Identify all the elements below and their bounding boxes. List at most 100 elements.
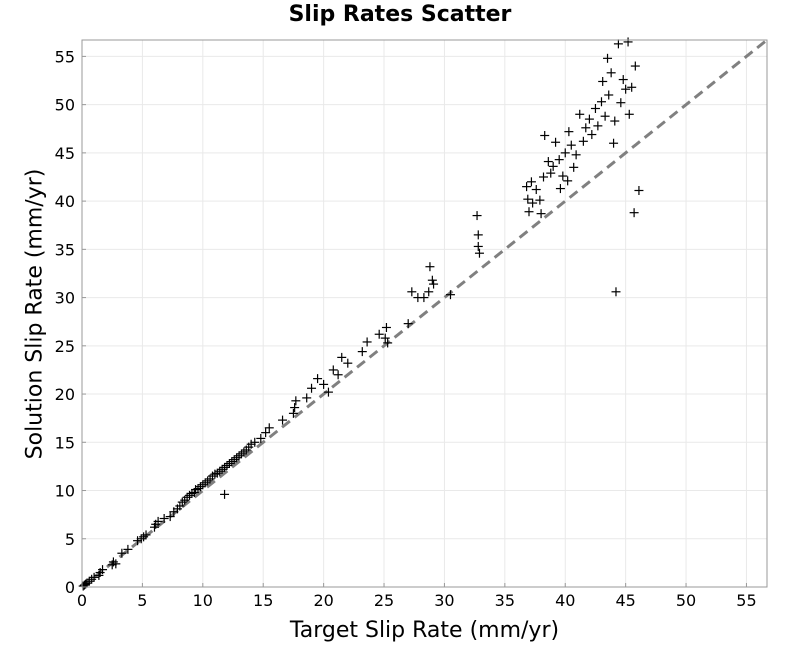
data-point bbox=[546, 168, 556, 178]
data-point bbox=[89, 572, 99, 582]
x-tick-label: 45 bbox=[615, 591, 635, 610]
y-tick-label: 5 bbox=[65, 530, 75, 549]
data-point bbox=[587, 130, 597, 140]
x-tick-label: 0 bbox=[77, 591, 87, 610]
data-point bbox=[362, 337, 372, 347]
data-point bbox=[319, 379, 329, 389]
data-point bbox=[536, 209, 546, 219]
data-point bbox=[522, 182, 532, 192]
y-tick-label: 0 bbox=[65, 578, 75, 597]
data-point bbox=[141, 530, 151, 540]
data-point bbox=[563, 176, 573, 186]
data-point bbox=[616, 98, 626, 108]
data-point bbox=[566, 140, 576, 150]
data-point bbox=[611, 287, 621, 297]
y-tick-label: 15 bbox=[55, 433, 75, 452]
data-point bbox=[610, 116, 620, 126]
data-point bbox=[606, 68, 616, 78]
data-point bbox=[526, 177, 536, 187]
data-point bbox=[590, 103, 600, 113]
data-point bbox=[523, 194, 533, 204]
data-point bbox=[624, 109, 634, 119]
chart-title: Slip Rates Scatter bbox=[288, 2, 512, 27]
data-point bbox=[246, 439, 256, 449]
data-point bbox=[111, 559, 121, 569]
x-tick-label: 35 bbox=[495, 591, 515, 610]
data-point bbox=[250, 437, 260, 447]
reference-line-group bbox=[81, 38, 768, 589]
data-point bbox=[307, 383, 317, 393]
data-point bbox=[621, 84, 631, 94]
data-point bbox=[261, 428, 271, 438]
data-point bbox=[343, 358, 353, 368]
data-point bbox=[264, 423, 274, 433]
data-point bbox=[313, 374, 323, 384]
y-tick-label: 20 bbox=[55, 385, 75, 404]
x-tick-label: 40 bbox=[555, 591, 575, 610]
data-point bbox=[425, 262, 435, 272]
y-tick-label: 10 bbox=[55, 482, 75, 501]
data-point bbox=[531, 185, 541, 195]
data-point bbox=[98, 565, 108, 575]
x-tick-label: 55 bbox=[736, 591, 756, 610]
data-point bbox=[256, 433, 266, 443]
data-point bbox=[554, 155, 564, 165]
data-point bbox=[598, 76, 608, 86]
data-point bbox=[555, 184, 565, 194]
x-tick-label: 20 bbox=[313, 591, 333, 610]
data-point bbox=[117, 548, 127, 558]
data-point bbox=[153, 516, 163, 526]
data-point bbox=[634, 185, 644, 195]
y-tick-label: 40 bbox=[55, 192, 75, 211]
data-point bbox=[571, 150, 581, 160]
data-point bbox=[445, 290, 455, 300]
data-point bbox=[427, 275, 437, 285]
data-point bbox=[403, 319, 413, 329]
grid-lines bbox=[82, 40, 767, 587]
data-point bbox=[543, 157, 553, 167]
data-point bbox=[165, 512, 175, 522]
data-point bbox=[627, 82, 637, 92]
y-tick-label: 30 bbox=[55, 289, 75, 308]
data-point bbox=[593, 121, 603, 131]
y-tick-label: 35 bbox=[55, 240, 75, 259]
data-point bbox=[407, 287, 417, 297]
data-point bbox=[357, 347, 367, 357]
data-point bbox=[337, 352, 347, 362]
y-tick-label: 25 bbox=[55, 337, 75, 356]
y-tick-label: 50 bbox=[55, 96, 75, 115]
data-point bbox=[604, 90, 614, 100]
data-point bbox=[380, 333, 390, 343]
data-point bbox=[609, 138, 619, 148]
data-point bbox=[133, 536, 143, 546]
x-tick-label: 10 bbox=[193, 591, 213, 610]
data-points bbox=[78, 37, 644, 591]
data-point bbox=[538, 172, 548, 182]
data-point bbox=[630, 61, 640, 71]
data-point bbox=[473, 241, 483, 251]
data-point bbox=[535, 195, 545, 205]
data-point bbox=[472, 211, 482, 221]
data-point bbox=[123, 544, 133, 554]
data-point bbox=[528, 198, 538, 208]
data-point bbox=[424, 287, 434, 297]
data-point bbox=[596, 97, 606, 107]
data-point bbox=[429, 279, 439, 289]
data-point bbox=[575, 109, 585, 119]
x-tick-label: 5 bbox=[137, 591, 147, 610]
data-point bbox=[288, 408, 298, 418]
data-point bbox=[220, 489, 230, 499]
data-point bbox=[564, 127, 574, 137]
data-point bbox=[569, 162, 579, 172]
data-point bbox=[290, 403, 300, 413]
x-axis-label: Target Slip Rate (mm/yr) bbox=[289, 618, 560, 643]
x-tick-label: 30 bbox=[434, 591, 454, 610]
data-point bbox=[374, 329, 384, 339]
data-point bbox=[383, 338, 393, 348]
data-point bbox=[381, 322, 391, 332]
data-point bbox=[558, 171, 568, 181]
data-point bbox=[540, 131, 550, 141]
data-point bbox=[328, 365, 338, 375]
data-point bbox=[551, 137, 561, 147]
data-point bbox=[291, 396, 301, 406]
